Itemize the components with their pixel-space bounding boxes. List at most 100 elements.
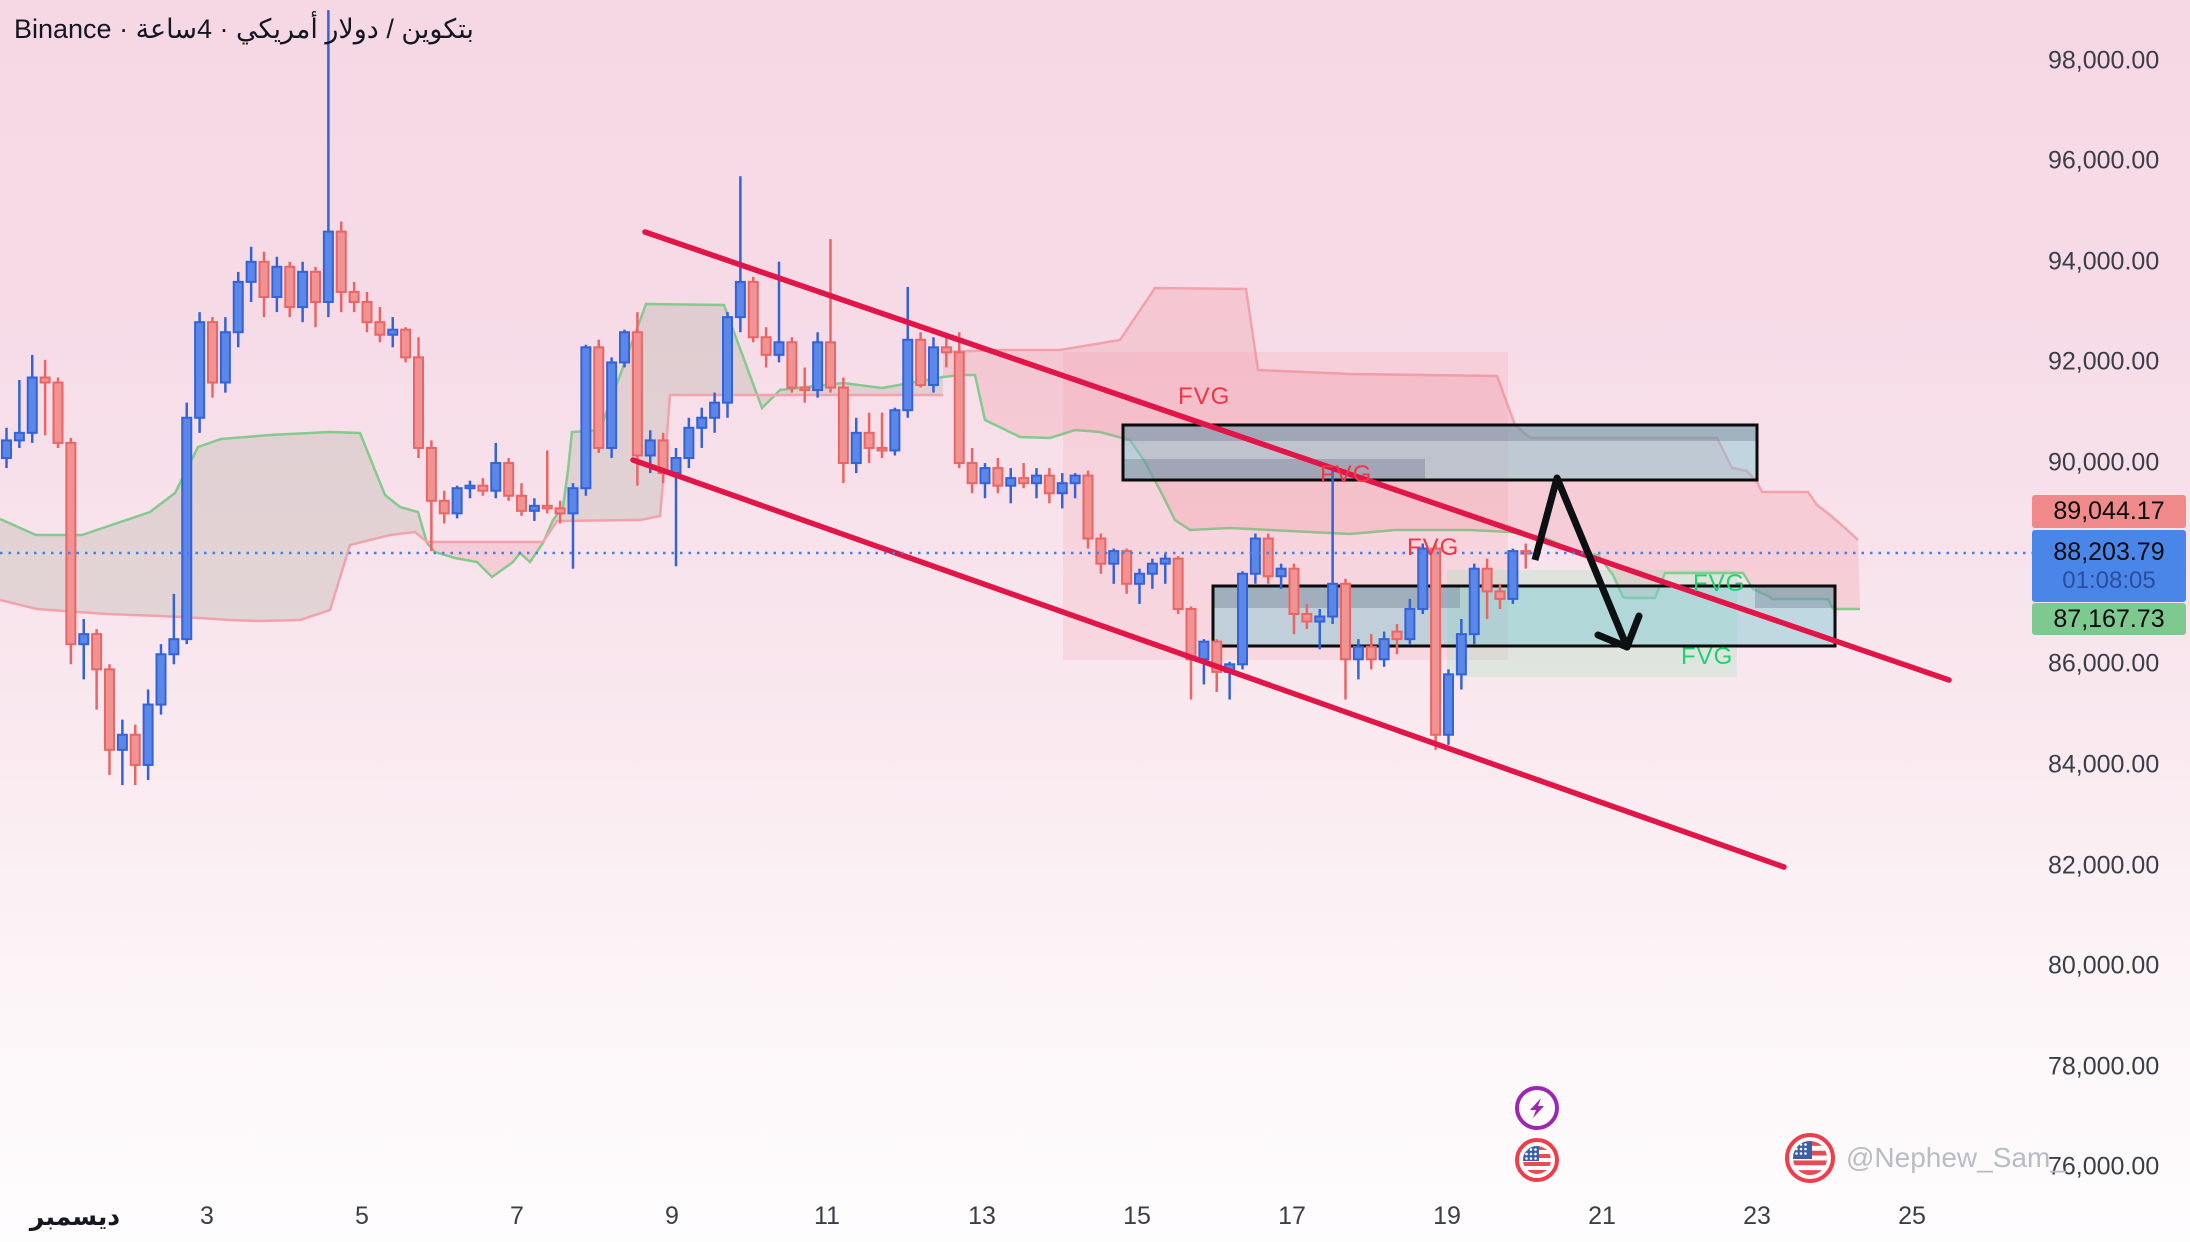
- candle-body[interactable]: [580, 346, 592, 490]
- price-axis-label[interactable]: 80,000.00: [2048, 951, 2160, 980]
- candle-body[interactable]: [915, 338, 927, 387]
- candle-body[interactable]: [1352, 645, 1364, 661]
- candle-body[interactable]: [1005, 477, 1017, 487]
- candle-body[interactable]: [644, 439, 656, 457]
- candle-body[interactable]: [26, 376, 38, 434]
- price-axis-label[interactable]: 94,000.00: [2048, 247, 2160, 276]
- price-axis-label[interactable]: 78,000.00: [2048, 1052, 2160, 1081]
- candle-body[interactable]: [1185, 607, 1197, 661]
- candle-body[interactable]: [1327, 582, 1339, 618]
- candle-body[interactable]: [953, 351, 965, 465]
- candle-body[interactable]: [876, 446, 888, 452]
- candle-body[interactable]: [709, 401, 721, 419]
- candle-body[interactable]: [683, 426, 695, 460]
- candle-body[interactable]: [1365, 645, 1377, 661]
- upper-price-label[interactable]: 89,044.17: [2032, 495, 2186, 528]
- price-axis-label[interactable]: 82,000.00: [2048, 851, 2160, 880]
- candle-body[interactable]: [181, 416, 193, 641]
- candle-body[interactable]: [902, 338, 914, 412]
- candle-body[interactable]: [245, 260, 257, 283]
- candle-body[interactable]: [194, 321, 206, 419]
- candle-body[interactable]: [1031, 474, 1042, 485]
- time-axis-label[interactable]: 13: [968, 1202, 996, 1230]
- candle-body[interactable]: [889, 409, 901, 452]
- candle-body[interactable]: [1249, 537, 1261, 575]
- candle-body[interactable]: [863, 431, 875, 449]
- time-axis-label[interactable]: 5: [355, 1202, 369, 1230]
- candle-body[interactable]: [310, 270, 321, 304]
- candle-body[interactable]: [477, 484, 489, 492]
- price-axis-label[interactable]: 90,000.00: [2048, 448, 2160, 477]
- candle-body[interactable]: [1069, 474, 1081, 485]
- lower-channel-line[interactable]: [630, 457, 1787, 870]
- candle-body[interactable]: [116, 733, 128, 751]
- candle-body[interactable]: [438, 499, 450, 515]
- time-axis-label[interactable]: 3: [200, 1202, 214, 1230]
- candle-body[interactable]: [1507, 550, 1519, 600]
- candle-body[interactable]: [39, 376, 51, 384]
- time-axis-label[interactable]: 9: [665, 1202, 679, 1230]
- candle-body[interactable]: [284, 265, 296, 309]
- candle-body[interactable]: [1056, 482, 1068, 495]
- candle-body[interactable]: [490, 462, 502, 492]
- candle-body[interactable]: [104, 668, 115, 751]
- economic-event-bolt-icon[interactable]: [1515, 1086, 1559, 1130]
- symbol-title[interactable]: بتكوين / دولار أمريكي · 4ساعة · Binance: [14, 14, 474, 44]
- time-axis-label[interactable]: 21: [1588, 1202, 1616, 1230]
- candle-body[interactable]: [619, 331, 630, 364]
- candle-body[interactable]: [1198, 640, 1210, 661]
- candle-body[interactable]: [670, 457, 682, 475]
- candle-body[interactable]: [271, 265, 283, 298]
- candle-body[interactable]: [786, 341, 798, 389]
- candle-body[interactable]: [837, 386, 849, 465]
- time-axis-label[interactable]: 23: [1743, 1202, 1771, 1230]
- time-axis-label[interactable]: 7: [510, 1202, 524, 1230]
- candle-body[interactable]: [567, 487, 579, 515]
- candle-body[interactable]: [1314, 615, 1326, 623]
- candle-body[interactable]: [1, 439, 12, 460]
- candle-body[interactable]: [812, 341, 824, 392]
- price-axis-label[interactable]: 76,000.00: [2048, 1152, 2160, 1181]
- candle-body[interactable]: [1430, 547, 1442, 736]
- candle-body[interactable]: [297, 270, 309, 309]
- candle-body[interactable]: [516, 494, 527, 512]
- candle-body[interactable]: [1043, 474, 1055, 495]
- candle-body[interactable]: [992, 467, 1004, 487]
- candle-body[interactable]: [348, 290, 360, 304]
- price-axis-label[interactable]: 98,000.00: [2048, 46, 2160, 74]
- upper-channel-line[interactable]: [642, 229, 1952, 683]
- candle-body[interactable]: [1378, 638, 1390, 661]
- candle-body[interactable]: [747, 280, 759, 339]
- candle-body[interactable]: [734, 280, 746, 319]
- candle-body[interactable]: [825, 341, 836, 389]
- candle-body[interactable]: [606, 361, 618, 449]
- candle-body[interactable]: [91, 633, 103, 671]
- candle-body[interactable]: [155, 653, 167, 706]
- candle-body[interactable]: [335, 230, 347, 293]
- time-axis-label[interactable]: ديسمبر: [29, 1203, 121, 1231]
- candle-body[interactable]: [451, 487, 463, 515]
- candle-body[interactable]: [1146, 562, 1158, 575]
- candle-body[interactable]: [979, 467, 991, 485]
- time-axis-label[interactable]: 15: [1123, 1202, 1151, 1230]
- candle-body[interactable]: [1095, 537, 1107, 565]
- candle-body[interactable]: [1262, 537, 1274, 578]
- candle-body[interactable]: [258, 260, 270, 298]
- fvg-box-upper[interactable]: [1121, 423, 1759, 482]
- candle-body[interactable]: [129, 733, 141, 766]
- candle-body[interactable]: [631, 331, 643, 457]
- candle-body[interactable]: [773, 341, 785, 356]
- candle-body[interactable]: [1301, 612, 1313, 623]
- candle-body[interactable]: [464, 484, 476, 490]
- candle-body[interactable]: [425, 446, 437, 502]
- candle-body[interactable]: [78, 633, 90, 646]
- price-axis-label[interactable]: 96,000.00: [2048, 146, 2160, 175]
- candle-body[interactable]: [232, 280, 244, 334]
- candle-body[interactable]: [1288, 567, 1300, 615]
- candle-body[interactable]: [387, 328, 399, 336]
- candle-body[interactable]: [361, 301, 373, 324]
- candle-body[interactable]: [760, 336, 772, 356]
- candle-body[interactable]: [1159, 557, 1171, 565]
- candle-body[interactable]: [52, 381, 64, 444]
